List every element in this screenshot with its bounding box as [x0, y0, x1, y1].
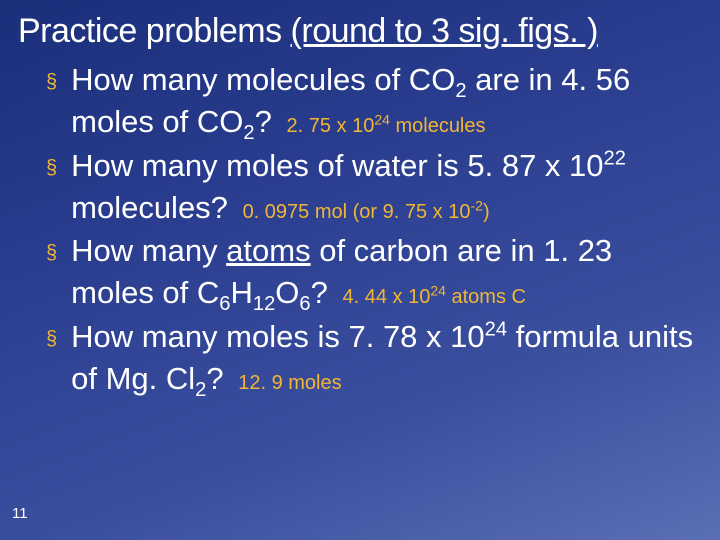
bullet-icon: § — [46, 318, 57, 360]
question-line: How many atoms of carbon are in 1. 23 mo… — [71, 230, 702, 314]
question-line: How many molecules of CO2 are in 4. 56 m… — [71, 59, 702, 143]
title-sub: (round to 3 sig. figs. ) — [291, 12, 598, 50]
bullet-icon: § — [46, 232, 57, 274]
list-item: § How many molecules of CO2 are in 4. 56… — [46, 59, 702, 143]
bullet-list: § How many molecules of CO2 are in 4. 56… — [18, 59, 702, 400]
question-line: How many moles of water is 5. 87 x 1022 … — [71, 145, 702, 229]
slide-title: Practice problems (round to 3 sig. figs.… — [18, 12, 702, 51]
slide: Practice problems (round to 3 sig. figs.… — [0, 0, 720, 540]
list-item: § How many moles is 7. 78 x 1024 formula… — [46, 316, 702, 400]
bullet-icon: § — [46, 147, 57, 189]
answer-text: 12. 9 moles — [238, 372, 341, 394]
answer-text: 2. 75 x 1024 molecules — [286, 115, 485, 137]
title-main: Practice problems — [18, 12, 291, 50]
question-line: How many moles is 7. 78 x 1024 formula u… — [71, 316, 702, 400]
list-item: § How many moles of water is 5. 87 x 102… — [46, 145, 702, 229]
bullet-icon: § — [46, 61, 57, 103]
page-number: 11 — [12, 505, 28, 522]
question-text: How many moles is 7. 78 x 1024 formula u… — [71, 319, 693, 396]
question-text: How many atoms of carbon are in 1. 23 mo… — [71, 233, 612, 310]
answer-text: 4. 44 x 1024 atoms C — [343, 286, 526, 308]
answer-text: 0. 0975 mol (or 9. 75 x 10-2) — [243, 201, 490, 223]
list-item: § How many atoms of carbon are in 1. 23 … — [46, 230, 702, 314]
